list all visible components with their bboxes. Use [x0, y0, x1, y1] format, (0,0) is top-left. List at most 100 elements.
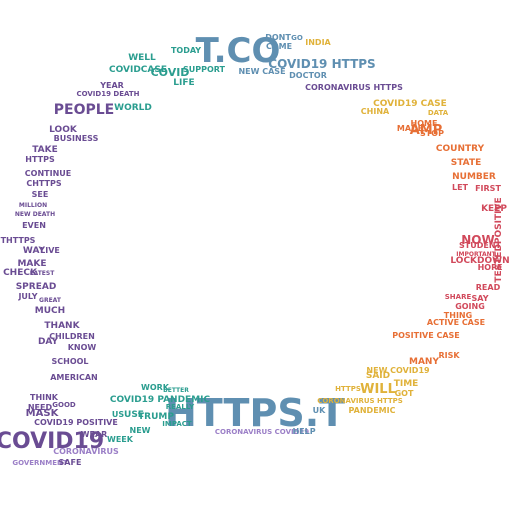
- cloud-word: THINK: [30, 393, 59, 402]
- cloud-word: IMPORTANT: [456, 251, 496, 258]
- cloud-word: SEE: [32, 190, 49, 199]
- cloud-word: CORONAVIRUS HTTPS: [305, 83, 403, 92]
- cloud-word: TAKE: [32, 145, 58, 155]
- cloud-word: SAFE: [59, 458, 82, 467]
- cloud-word: YEAR: [99, 81, 124, 90]
- cloud-word: STOP: [420, 129, 444, 138]
- cloud-word: KNOW: [68, 343, 97, 352]
- cloud-word: NEW DEATH: [15, 211, 55, 218]
- cloud-word: DAY: [38, 337, 59, 347]
- cloud-word: SAID: [366, 371, 390, 381]
- cloud-word: SAY: [472, 294, 489, 303]
- cloud-word: MADE: [397, 124, 423, 133]
- cloud-word: EVEN: [22, 221, 46, 230]
- cloud-word: MILLION: [19, 202, 47, 209]
- cloud-word: GO: [291, 34, 303, 42]
- cloud-word: USE: [124, 410, 144, 420]
- cloud-word: ACTIVE CASE: [427, 318, 485, 327]
- cloud-word: NEW: [130, 426, 151, 435]
- cloud-word: THANK: [44, 321, 80, 331]
- cloud-word: DATA: [428, 109, 449, 117]
- cloud-word: AMERICAN: [50, 373, 98, 382]
- cloud-word: HOPE: [478, 263, 503, 272]
- cloud-word: COME: [266, 42, 292, 51]
- cloud-word: BETTER: [163, 387, 189, 394]
- cloud-word: HTTPS: [25, 155, 55, 164]
- cloud-word: CORONAVIRUS HTTPS: [317, 397, 403, 405]
- cloud-word: HELP: [292, 427, 315, 436]
- cloud-word: CHILDREN: [49, 332, 95, 341]
- cloud-word: REALLY: [166, 403, 195, 411]
- cloud-word: INDIA: [305, 38, 331, 47]
- cloud-word: IMPACT: [162, 420, 192, 428]
- cloud-word: COVID19 POSITIVE: [34, 418, 118, 427]
- cloud-word: TODAY: [171, 46, 201, 55]
- cloud-word: CHINA: [361, 107, 390, 116]
- cloud-word: STUDENT: [459, 241, 502, 250]
- cloud-word: GREAT: [39, 297, 62, 304]
- cloud-word: PANDEMIC: [349, 406, 396, 415]
- cloud-word: WEEK: [107, 435, 134, 444]
- cloud-word: THTTPS: [1, 236, 36, 245]
- cloud-word: WORK: [141, 383, 170, 392]
- cloud-word: LIVE: [40, 246, 60, 255]
- cloud-word: SCHOOL: [51, 357, 88, 366]
- cloud-word: SUPPORT: [183, 65, 226, 74]
- cloud-word: CORONAVIRUS COVID19: [215, 428, 309, 436]
- cloud-word: WEAR: [81, 430, 108, 439]
- cloud-word: CONTINUE: [25, 169, 71, 178]
- cloud-word: STATE: [451, 158, 481, 168]
- cloud-word: NEW COVID19: [366, 366, 430, 375]
- cloud-word: COVIDCASE: [109, 65, 167, 75]
- cloud-word: PEOPLE: [54, 102, 114, 118]
- cloud-word: DOCTOR: [289, 71, 327, 80]
- cloud-word: MASK: [26, 408, 60, 419]
- cloud-word: JULY: [17, 292, 37, 301]
- cloud-word: LOOK: [49, 125, 78, 135]
- cloud-word: NOW: [461, 233, 494, 247]
- cloud-word: T.CO: [196, 31, 281, 71]
- cloud-word: LET: [452, 183, 469, 192]
- cloud-word: NEW CASE: [238, 67, 285, 76]
- cloud-word: LATEST: [30, 270, 56, 277]
- cloud-word: CORONAVIRUS: [53, 447, 119, 456]
- cloud-word: READ: [476, 283, 501, 292]
- cloud-word: COVID19 PANDEMIC: [110, 395, 211, 405]
- cloud-word: LOCKDOWN: [450, 256, 509, 266]
- cloud-word: THING: [444, 311, 472, 320]
- cloud-word: MAKE: [17, 259, 46, 269]
- cloud-word: WORLD: [114, 103, 152, 113]
- cloud-word: COVID19 HTTPS: [268, 57, 375, 71]
- cloud-word: LIFE: [173, 78, 194, 88]
- cloud-word: GOOD: [52, 401, 76, 409]
- cloud-word: GOVERNMENT: [12, 459, 68, 467]
- cloud-word: MANY: [409, 357, 439, 367]
- cloud-word: WAY: [23, 246, 46, 256]
- cloud-word: SHARE: [445, 293, 472, 301]
- cloud-word: AMP: [410, 123, 443, 138]
- cloud-word: HTTPS: [335, 385, 361, 393]
- cloud-word: TESTEDPOSITIVE: [494, 197, 504, 282]
- cloud-word: TRUMP: [138, 412, 174, 422]
- cloud-word: SPREAD: [16, 282, 57, 292]
- cloud-word: GOT: [395, 389, 414, 398]
- cloud-word: RISK: [438, 351, 460, 360]
- cloud-word: COVID19 DEATH: [76, 90, 139, 98]
- cloud-word: UK: [313, 406, 326, 415]
- cloud-word: CHTTPS: [26, 179, 62, 188]
- cloud-word: HOME: [411, 119, 438, 128]
- cloud-word: BUSINESS: [54, 134, 99, 143]
- cloud-word: US: [112, 410, 124, 419]
- cloud-word: WELL: [128, 53, 156, 63]
- cloud-word: COVID: [151, 66, 190, 79]
- cloud-word: COVID19: [0, 429, 104, 454]
- cloud-word: DONT: [265, 33, 291, 42]
- cloud-word: GOING: [455, 302, 485, 311]
- cloud-word: KEEP: [481, 204, 507, 214]
- cloud-word: HTTPS.T: [165, 391, 345, 435]
- cloud-word: TIME: [394, 379, 419, 389]
- cloud-word: NUMBER: [452, 172, 496, 182]
- cloud-word: WILL: [360, 382, 396, 397]
- cloud-word: NEED: [28, 403, 53, 412]
